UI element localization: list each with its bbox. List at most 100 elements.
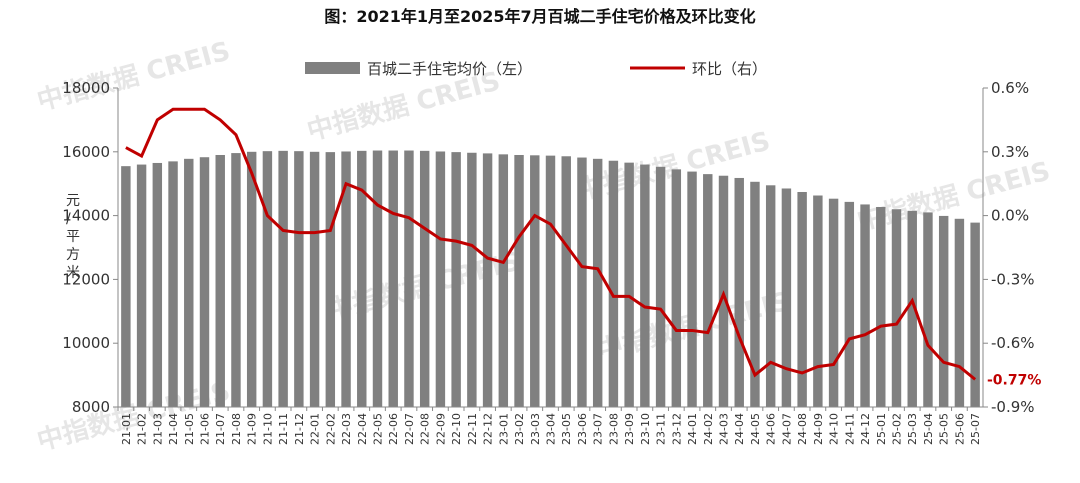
x-tick-label: 23-12 xyxy=(670,413,683,445)
data-label: -0.77% xyxy=(987,372,1041,388)
bar xyxy=(561,156,571,407)
bar xyxy=(262,151,273,407)
bar xyxy=(231,153,241,407)
bar xyxy=(923,212,933,407)
bar xyxy=(907,210,917,407)
watermark: 中指数据 CREIS xyxy=(304,66,503,146)
x-tick-label: 24-12 xyxy=(859,413,872,445)
x-tick-label: 25-06 xyxy=(953,413,966,445)
x-tick-label: 23-07 xyxy=(592,413,605,445)
bar xyxy=(404,150,414,408)
y2-tick-label: -0.9% xyxy=(991,398,1035,416)
bar xyxy=(388,150,398,408)
x-tick-label: 24-03 xyxy=(718,413,731,445)
y-tick-label: 12000 xyxy=(62,270,110,288)
bar xyxy=(215,154,225,407)
y-tick-label: 8000 xyxy=(72,398,110,416)
y2-tick-label: 0.3% xyxy=(991,143,1029,161)
x-tick-label: 24-05 xyxy=(749,413,762,445)
bar xyxy=(655,166,666,407)
bar xyxy=(545,155,556,407)
bar xyxy=(781,188,792,407)
x-tick-label: 21-09 xyxy=(246,413,259,445)
bar xyxy=(152,162,163,407)
bar xyxy=(530,155,540,407)
bar xyxy=(325,152,336,407)
y-tick-label: 18000 xyxy=(62,79,110,97)
y-tick-label: 14000 xyxy=(62,207,110,225)
x-tick-label: 22-08 xyxy=(419,413,432,445)
y2-tick-label: -0.6% xyxy=(991,334,1035,352)
x-tick-label: 21-05 xyxy=(183,413,196,445)
watermark: 中指数据 CREIS xyxy=(34,36,233,116)
bar xyxy=(828,198,839,407)
bar xyxy=(687,171,697,407)
bar xyxy=(813,195,823,407)
x-tick-label: 23-05 xyxy=(560,413,573,445)
bar xyxy=(577,157,587,407)
y2-tick-label: 0.6% xyxy=(991,79,1029,97)
y-axis-title-char: 米 xyxy=(66,265,80,281)
x-tick-label: 25-07 xyxy=(969,413,982,445)
x-tick-label: 25-04 xyxy=(922,413,935,445)
bar xyxy=(608,160,619,407)
x-tick-label: 24-06 xyxy=(765,413,778,445)
bar xyxy=(184,158,194,407)
x-tick-label: 23-06 xyxy=(576,413,589,445)
x-tick-label: 23-09 xyxy=(623,413,636,445)
x-tick-label: 21-03 xyxy=(151,413,164,445)
bar xyxy=(435,151,446,407)
x-tick-label: 25-01 xyxy=(875,413,888,445)
y-axis-title-char: 元 xyxy=(66,193,80,209)
line xyxy=(125,107,977,381)
x-tick-label: 21-01 xyxy=(120,413,133,445)
x-tick-label: 23-02 xyxy=(513,413,526,445)
bar xyxy=(592,158,603,407)
x-tick-label: 22-11 xyxy=(466,413,479,445)
x-tick-label: 23-11 xyxy=(655,413,668,445)
x-tick-label: 22-05 xyxy=(372,413,385,445)
x-tick-label: 24-04 xyxy=(733,413,746,445)
bar xyxy=(168,161,178,407)
bar xyxy=(451,152,461,407)
x-tick-label: 23-08 xyxy=(607,413,620,445)
x-tick-label: 21-08 xyxy=(230,413,243,445)
bar xyxy=(970,222,980,407)
bar xyxy=(372,150,383,408)
x-tick-label: 24-11 xyxy=(843,413,856,445)
x-tick-label: 21-04 xyxy=(167,413,180,445)
y-axis-title-char: 平 xyxy=(66,229,80,245)
bar xyxy=(860,204,870,407)
x-tick-label: 24-10 xyxy=(828,413,841,445)
y-tick-label: 10000 xyxy=(62,334,110,352)
bar xyxy=(938,215,949,407)
bar xyxy=(294,151,304,407)
legend-swatch xyxy=(305,62,360,74)
bar xyxy=(357,150,367,407)
bar xyxy=(891,209,902,407)
x-tick-label: 22-01 xyxy=(309,413,322,445)
bar xyxy=(750,181,760,407)
y-axis-title-char: 方 xyxy=(66,247,80,263)
bar xyxy=(278,150,288,407)
x-tick-label: 25-03 xyxy=(906,413,919,445)
y-axis-title: 元 / 平方米 xyxy=(66,193,80,281)
x-tick-label: 24-09 xyxy=(812,413,825,445)
x-tick-label: 25-02 xyxy=(891,413,904,445)
bar xyxy=(199,157,210,407)
bar xyxy=(136,164,147,407)
x-tick-label: 21-12 xyxy=(293,413,306,445)
x-tick-label: 23-10 xyxy=(639,413,652,445)
bar xyxy=(703,174,713,407)
bar xyxy=(419,150,430,407)
x-tick-label: 23-04 xyxy=(545,413,558,445)
x-tick-label: 23-03 xyxy=(529,413,542,445)
bar xyxy=(246,151,257,407)
x-tick-label: 22-06 xyxy=(387,413,400,445)
x-tick-label: 22-04 xyxy=(356,413,369,445)
x-tick-label: 21-02 xyxy=(136,413,149,445)
x-tick-label: 24-08 xyxy=(796,413,809,445)
x-tick-label: 22-12 xyxy=(482,413,495,445)
chart-title: 图：2021年1月至2025年7月百城二手住宅价格及环比变化 xyxy=(324,7,755,26)
